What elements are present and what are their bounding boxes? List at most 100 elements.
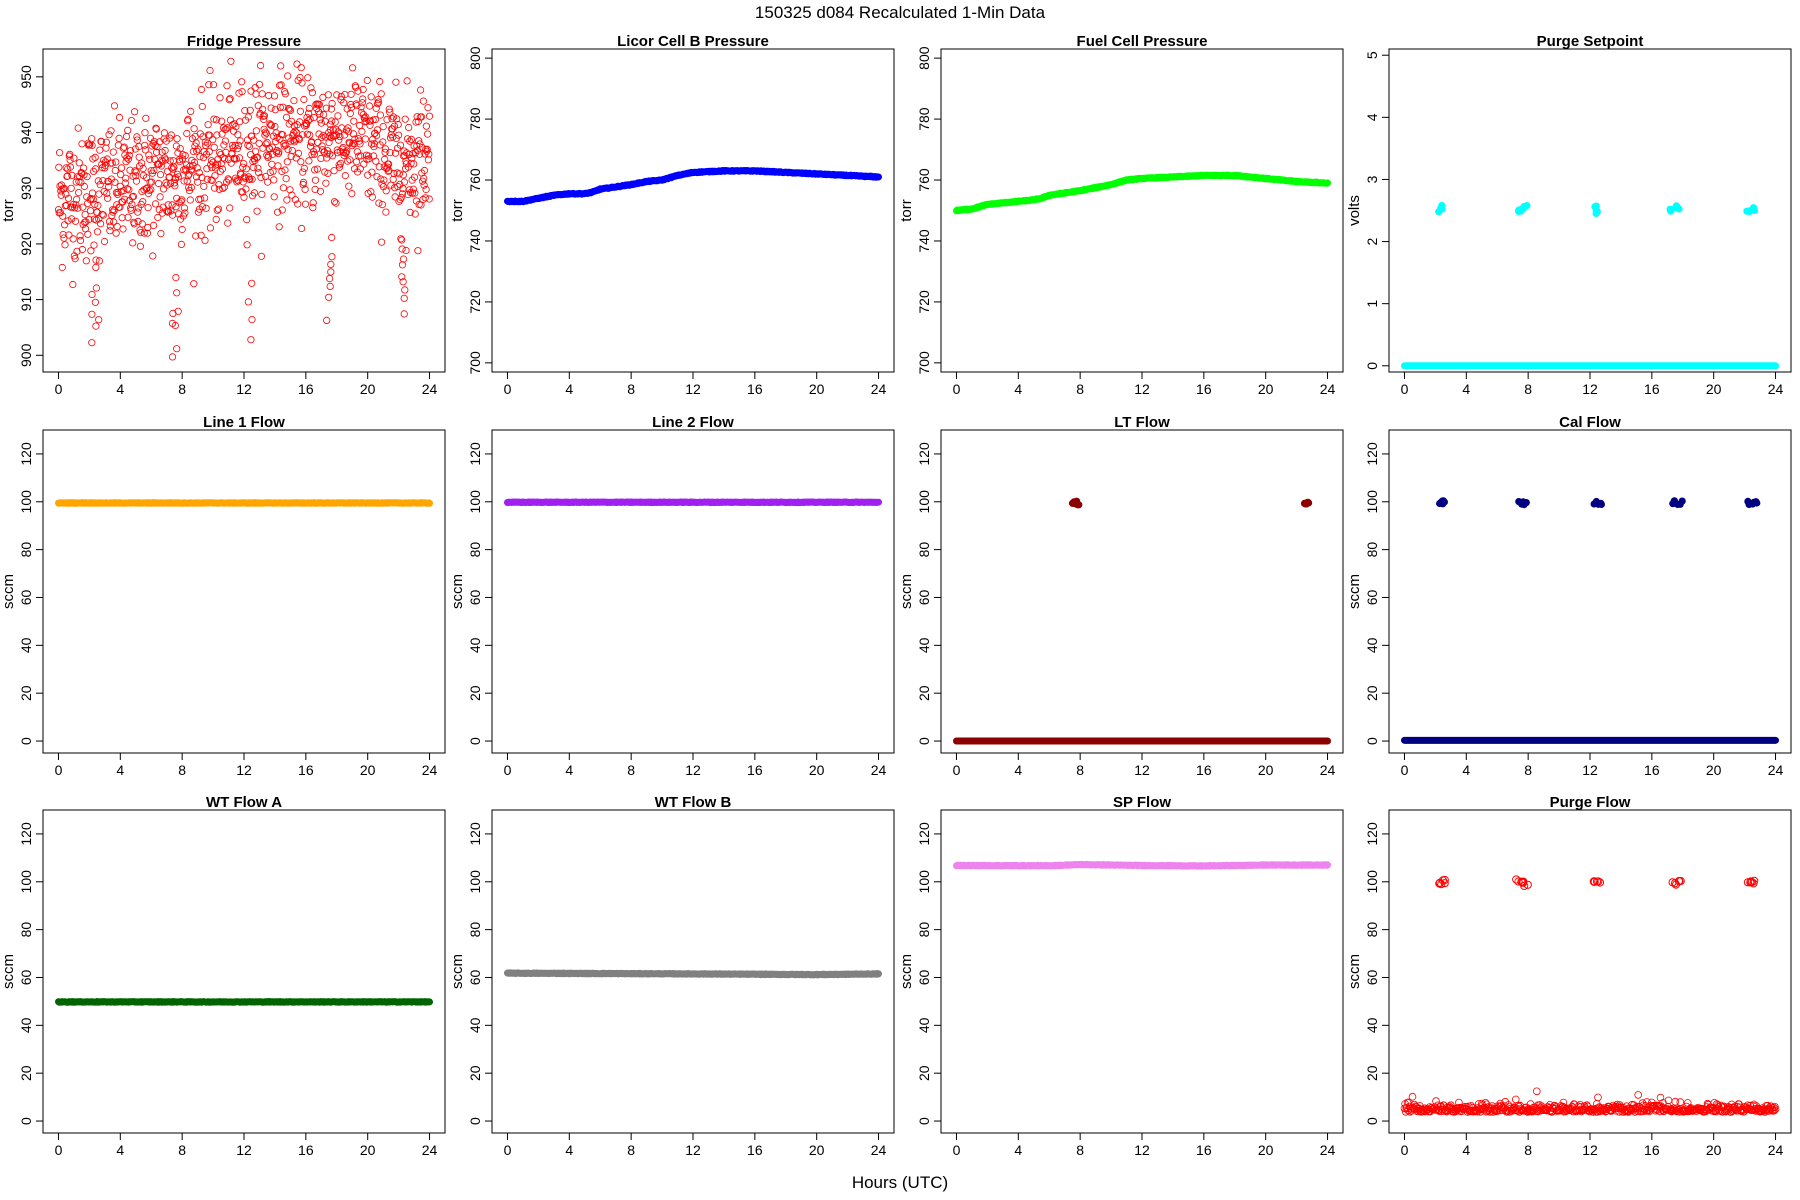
data-point xyxy=(306,131,314,139)
plot-frame xyxy=(1388,429,1792,754)
data-point xyxy=(248,315,256,324)
x-tick-label: 16 xyxy=(747,762,763,778)
data-point xyxy=(161,146,169,155)
data-point xyxy=(291,127,299,135)
data-point xyxy=(199,203,207,211)
y-tick-label: 780 xyxy=(467,107,483,131)
data-point xyxy=(304,117,312,125)
data-point xyxy=(216,94,224,102)
data-point xyxy=(382,208,390,216)
y-tick-label: 780 xyxy=(916,107,932,131)
data-point xyxy=(402,246,410,255)
data-point xyxy=(386,149,394,157)
data-point xyxy=(255,81,264,89)
series-line xyxy=(953,860,1331,870)
x-tick-label: 4 xyxy=(116,381,124,397)
data-series xyxy=(952,497,1332,745)
data-point xyxy=(65,231,73,239)
data-point xyxy=(247,336,255,344)
plot-frame xyxy=(491,429,895,754)
spike-point xyxy=(1750,498,1758,506)
data-point xyxy=(381,145,390,153)
data-point xyxy=(167,131,175,139)
data-point xyxy=(1770,1106,1779,1115)
data-point xyxy=(272,137,280,146)
data-point xyxy=(310,150,318,158)
y-axis-label: sccm xyxy=(449,574,466,609)
data-point xyxy=(220,141,228,149)
data-point xyxy=(205,148,213,156)
data-point xyxy=(335,136,343,144)
data-point xyxy=(78,140,86,148)
data-point xyxy=(294,200,302,208)
data-point xyxy=(73,195,81,203)
spike-point xyxy=(1520,881,1529,891)
x-tick-label: 0 xyxy=(55,1142,63,1158)
y-tick-label: 100 xyxy=(916,490,932,514)
x-tick-label: 8 xyxy=(1524,381,1532,397)
data-point xyxy=(103,189,111,197)
data-point xyxy=(83,173,91,181)
data-point xyxy=(383,163,391,171)
data-point xyxy=(105,218,114,226)
data-point xyxy=(225,176,233,184)
data-point xyxy=(316,187,325,195)
data-point xyxy=(350,117,358,125)
data-point xyxy=(335,161,343,169)
data-point xyxy=(88,339,96,347)
data-point xyxy=(134,217,142,226)
y-tick-label: 20 xyxy=(916,1065,932,1081)
chart-panel: WT Flow A 0 4 8 12 16 20 24 0 20 40 60 80 100 120 sccm xyxy=(0,794,446,1158)
data-point xyxy=(315,100,323,109)
data-point xyxy=(184,115,192,124)
data-point xyxy=(307,84,315,92)
data-point xyxy=(291,196,299,204)
data-point xyxy=(425,195,433,203)
data-point xyxy=(111,178,119,186)
data-point xyxy=(268,150,277,159)
data-point xyxy=(330,198,339,206)
data-point xyxy=(258,105,267,113)
data-point xyxy=(83,200,92,208)
data-point xyxy=(86,196,94,204)
data-point xyxy=(385,105,393,113)
data-point xyxy=(109,208,117,216)
y-tick-label: 60 xyxy=(1364,589,1380,605)
data-point xyxy=(335,163,344,171)
data-point xyxy=(122,158,130,166)
data-point xyxy=(71,255,79,263)
data-point xyxy=(91,200,99,208)
x-tick-label: 16 xyxy=(1196,1142,1212,1158)
data-point xyxy=(188,166,196,174)
data-point xyxy=(355,121,364,130)
data-point xyxy=(115,134,123,142)
data-point xyxy=(82,257,90,265)
spike-point xyxy=(1302,500,1311,508)
chart-panel: SP Flow 0 4 8 12 16 20 24 0 20 40 60 80 100 120 sccm xyxy=(898,794,1344,1158)
data-point xyxy=(393,115,401,123)
data-point xyxy=(122,174,130,182)
data-point xyxy=(178,196,186,204)
data-point xyxy=(202,141,210,149)
data-point xyxy=(420,166,429,175)
x-tick-label: 12 xyxy=(1582,381,1598,397)
chart-panel: Fuel Cell Pressure 0 4 8 12 16 20 24 700 720 740 76… xyxy=(898,33,1344,397)
y-tick-label: 80 xyxy=(916,542,932,558)
data-point xyxy=(176,157,184,166)
x-tick-label: 0 xyxy=(504,1142,512,1158)
data-point xyxy=(398,236,406,244)
y-tick-label: 80 xyxy=(1364,922,1380,938)
y-tick-label: 120 xyxy=(1364,822,1380,846)
data-point xyxy=(381,148,389,156)
data-point xyxy=(397,235,405,243)
data-point xyxy=(1481,1099,1490,1107)
data-point xyxy=(267,121,275,130)
data-point xyxy=(260,112,269,120)
data-point xyxy=(311,185,319,193)
x-tick-label: 16 xyxy=(1196,762,1212,778)
data-point xyxy=(275,223,283,231)
data-point xyxy=(106,227,114,235)
x-tick-label: 12 xyxy=(685,762,701,778)
data-point xyxy=(277,62,285,70)
